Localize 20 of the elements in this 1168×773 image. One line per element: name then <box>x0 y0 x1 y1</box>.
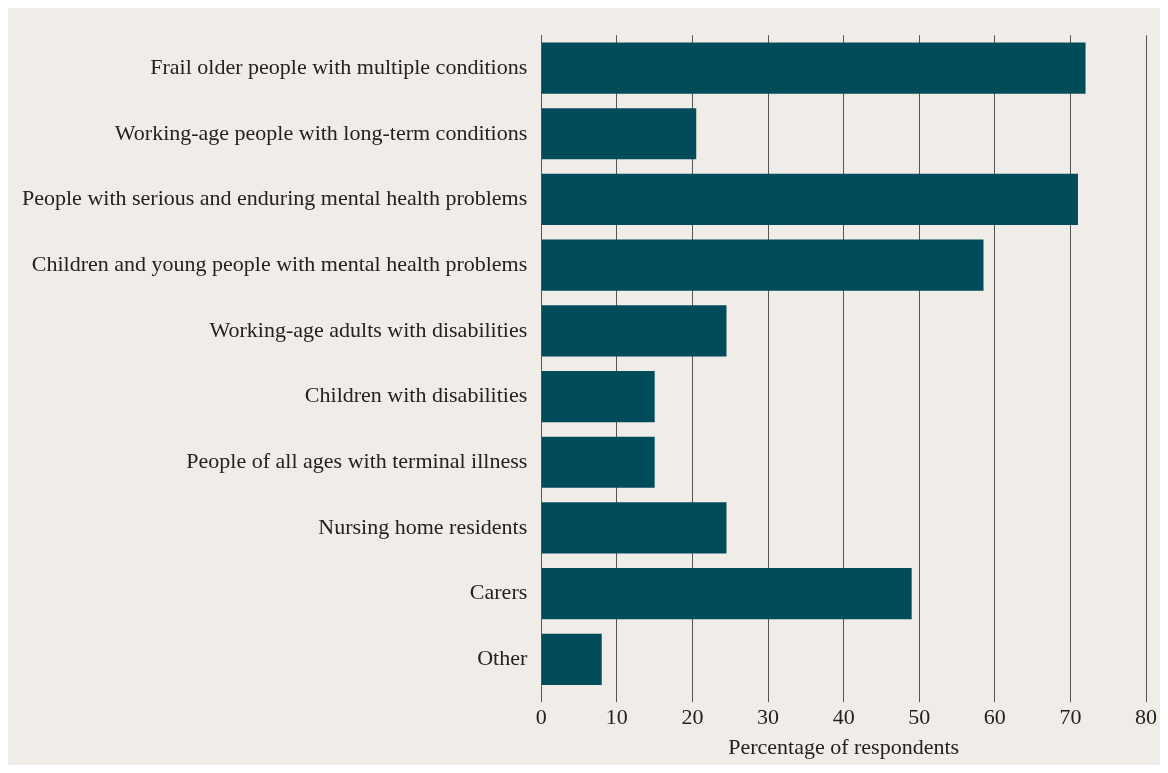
x-tick-label: 60 <box>983 704 1006 730</box>
y-tick-label: Children and young people with mental health problems <box>31 250 528 276</box>
x-tick-label: 20 <box>681 704 704 730</box>
y-tick-label: Other <box>477 645 528 671</box>
x-tick-label: 80 <box>1135 704 1157 730</box>
y-tick-label: Children with disabilities <box>304 382 528 408</box>
x-axis-title: Percentage of respondents <box>728 733 960 759</box>
x-tick-label: 0 <box>535 704 547 730</box>
y-tick-label: People with serious and enduring mental health problems <box>22 185 528 211</box>
x-tick-label: 70 <box>1059 704 1082 730</box>
x-tick-label: 50 <box>908 704 931 730</box>
x-tick-label: 10 <box>605 704 628 730</box>
y-tick-label: Working-age people with long-term conditions <box>114 119 528 145</box>
y-tick-label: Nursing home residents <box>318 513 528 539</box>
x-tick-label: 40 <box>832 704 855 730</box>
y-tick-label: Carers <box>469 579 528 605</box>
x-tick-label: 30 <box>757 704 780 730</box>
y-tick-label: Frail older people with multiple conditions <box>150 53 528 79</box>
y-tick-label: Working-age adults with disabilities <box>209 316 528 342</box>
y-tick-label: People of all ages with terminal illness <box>186 448 528 474</box>
